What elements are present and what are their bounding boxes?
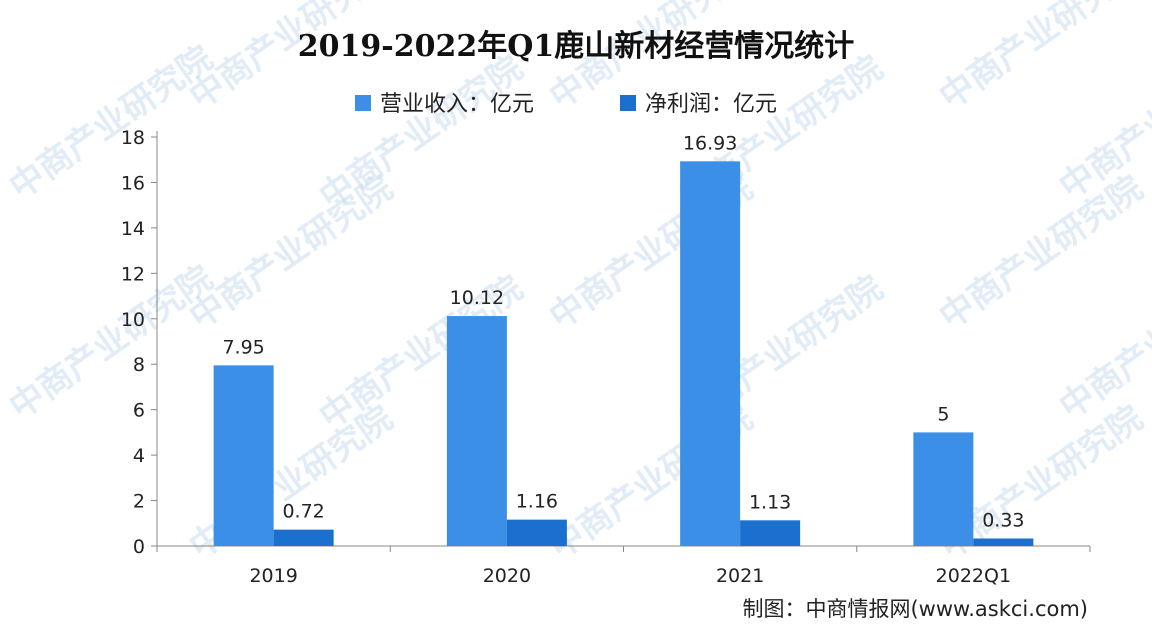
y-tick-label: 14 [121, 218, 145, 240]
y-tick-label: 6 [133, 400, 145, 422]
bar-net-profit [973, 538, 1034, 546]
x-category-label: 2019 [249, 565, 297, 587]
y-tick-label: 4 [133, 445, 145, 467]
x-axis: 2019 2020 2021 2022Q1 [156, 545, 1091, 587]
data-label-net-profit: 0.33 [982, 510, 1024, 532]
legend-swatch-revenue [355, 95, 371, 111]
watermark-text: 中商产业研究院 [182, 168, 400, 337]
watermark-text: 中商产业研究院 [2, 38, 220, 207]
watermark-text: 中商产业研究院 [1052, 258, 1152, 427]
bar-revenue [446, 316, 507, 546]
y-axis: 0 2 4 6 8 10 12 14 16 18 [121, 127, 158, 558]
watermark-text: 中商产业研究院 [1052, 38, 1152, 207]
y-tick-label: 8 [133, 354, 145, 376]
bar-revenue [680, 161, 741, 546]
y-tick-label: 2 [133, 491, 145, 513]
x-category-label: 2022Q1 [936, 565, 1011, 587]
bars [213, 161, 1034, 546]
y-tick-label: 12 [121, 263, 145, 285]
bar-net-profit [273, 529, 334, 546]
data-label-revenue: 5 [937, 403, 949, 425]
x-category-label: 2021 [716, 565, 764, 587]
data-label-net-profit: 1.13 [749, 491, 791, 513]
legend-swatch-profit [620, 95, 636, 111]
watermark-layer: 中商产业研究院中商产业研究院中商产业研究院中商产业研究院中商产业研究院中商产业研… [2, 0, 1152, 567]
data-label-net-profit: 1.16 [516, 491, 558, 513]
data-label-revenue: 7.95 [222, 336, 264, 358]
legend: 营业收入：亿元 净利润：亿元 [355, 92, 777, 117]
y-tick-label: 16 [121, 172, 145, 194]
bar-net-profit [740, 520, 801, 546]
watermark-text: 中商产业研究院 [2, 258, 220, 427]
data-labels: 7.95 0.72 10.12 1.16 16.93 1.13 5 0.33 [222, 132, 1024, 531]
legend-label-profit: 净利润：亿元 [645, 92, 777, 117]
data-label-revenue: 10.12 [450, 287, 504, 309]
legend-label-revenue: 营业收入：亿元 [380, 92, 534, 117]
x-category-label: 2020 [483, 565, 531, 587]
y-tick-label: 0 [133, 536, 145, 558]
y-tick-label: 18 [121, 127, 145, 149]
y-tick-label: 10 [121, 309, 145, 331]
data-label-revenue: 16.93 [683, 132, 737, 154]
data-label-net-profit: 0.72 [282, 501, 324, 523]
bar-net-profit [506, 519, 567, 546]
bar-revenue [913, 432, 974, 546]
chart-title: 2019-2022年Q1鹿山新材经营情况统计 [298, 29, 854, 64]
watermark-text: 中商产业研究院 [932, 168, 1150, 337]
bar-revenue [213, 365, 274, 546]
source-note: 制图：中商情报网(www.askci.com) [742, 597, 1088, 621]
watermark-text: 中商产业研究院 [932, 0, 1150, 117]
